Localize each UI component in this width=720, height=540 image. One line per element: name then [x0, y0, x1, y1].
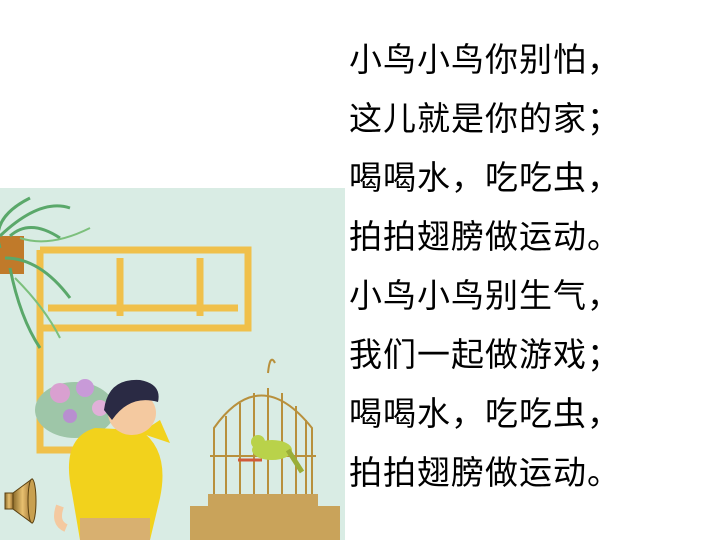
scene-illustration: [0, 188, 345, 540]
poem-line: 这儿就是你的家；: [349, 99, 621, 138]
poem-line: 拍拍翅膀做运动。: [349, 217, 621, 256]
poem-line: 我们一起做游戏；: [349, 335, 621, 374]
poem-line: 小鸟小鸟你别怕，: [349, 40, 621, 79]
speaker-icon[interactable]: [2, 476, 40, 526]
poem-line: 拍拍翅膀做运动。: [349, 453, 621, 492]
cage-base: [208, 494, 318, 506]
poem-text: 小鸟小鸟你别怕， 这儿就是你的家； 喝喝水，吃吃虫， 拍拍翅膀做运动。 小鸟小鸟…: [349, 30, 717, 502]
poem-line: 小鸟小鸟别生气，: [349, 276, 621, 315]
table: [190, 506, 340, 540]
flower-bush: [35, 379, 115, 438]
boy: [54, 379, 170, 540]
hanging-plant: [0, 196, 91, 349]
poem-line: 喝喝水，吃吃虫，: [349, 158, 621, 197]
poem-line: 喝喝水，吃吃虫，: [349, 394, 621, 433]
bird: [238, 435, 305, 474]
